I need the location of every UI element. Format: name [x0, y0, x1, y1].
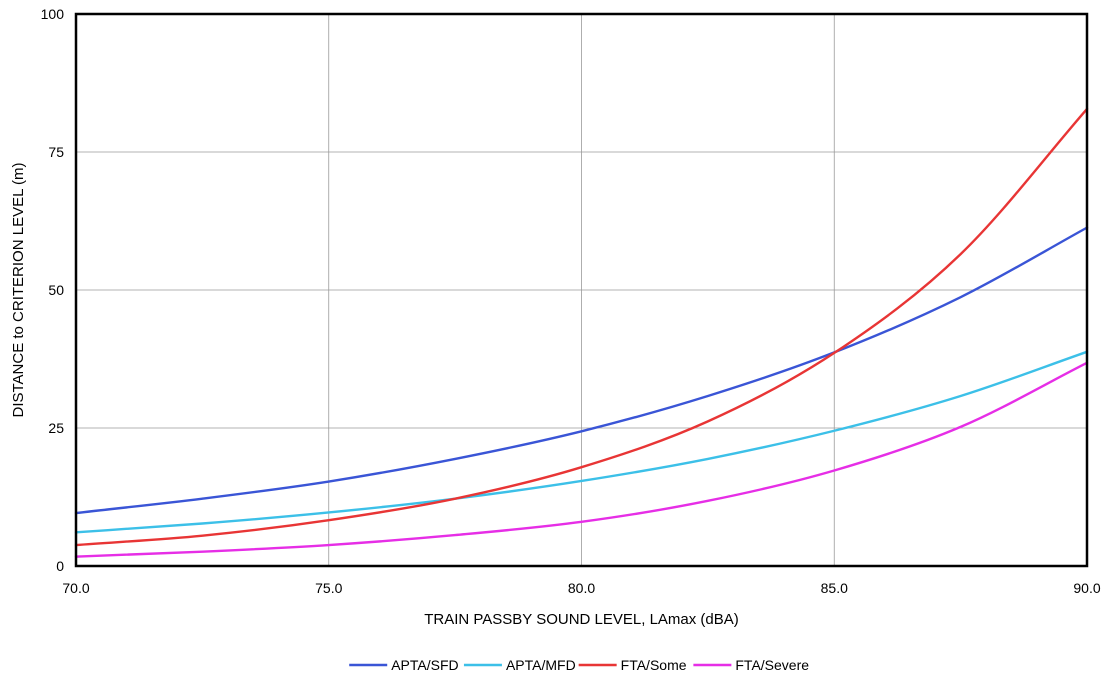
y-axis-title: DISTANCE to CRITERION LEVEL (m) [10, 162, 27, 417]
tick-labels: 70.0 75.0 80.0 85.0 90.0 0 25 50 75 100 [41, 6, 1101, 596]
x-axis-title: TRAIN PASSBY SOUND LEVEL, LAmax (dBA) [424, 611, 739, 628]
series-line-apta-sfd [74, 226, 1089, 515]
legend-item-apta-mfd: APTA/MFD [463, 657, 576, 673]
series-line-fta-severe [74, 361, 1089, 558]
x-tick-label: 85.0 [821, 580, 848, 596]
legend: APTA/SFD APTA/MFD FTA/Some FTA/Severe [349, 657, 809, 673]
legend-item-fta-severe: FTA/Severe [693, 657, 809, 673]
y-tick-label: 75 [48, 144, 64, 160]
x-tick-label: 90.0 [1073, 580, 1100, 596]
x-tick-label: 75.0 [315, 580, 342, 596]
legend-label: APTA/SFD [391, 657, 458, 673]
x-tick-label: 80.0 [568, 580, 595, 596]
legend-label: APTA/MFD [506, 657, 576, 673]
legend-label: FTA/Some [621, 657, 687, 673]
legend-item-apta-sfd: APTA/SFD [349, 657, 459, 673]
y-tick-label: 0 [56, 558, 64, 574]
series-line-apta-mfd [74, 350, 1089, 534]
legend-item-fta-some: FTA/Some [578, 657, 687, 673]
series-line-fta-some [74, 107, 1089, 547]
series-lines [74, 107, 1089, 558]
plot-frame [74, 12, 1089, 568]
x-tick-label: 70.0 [62, 580, 89, 596]
legend-label: FTA/Severe [735, 657, 809, 673]
y-tick-label: 100 [41, 6, 65, 22]
y-tick-label: 50 [48, 282, 64, 298]
y-tick-label: 25 [48, 420, 64, 436]
grid [76, 14, 1087, 566]
